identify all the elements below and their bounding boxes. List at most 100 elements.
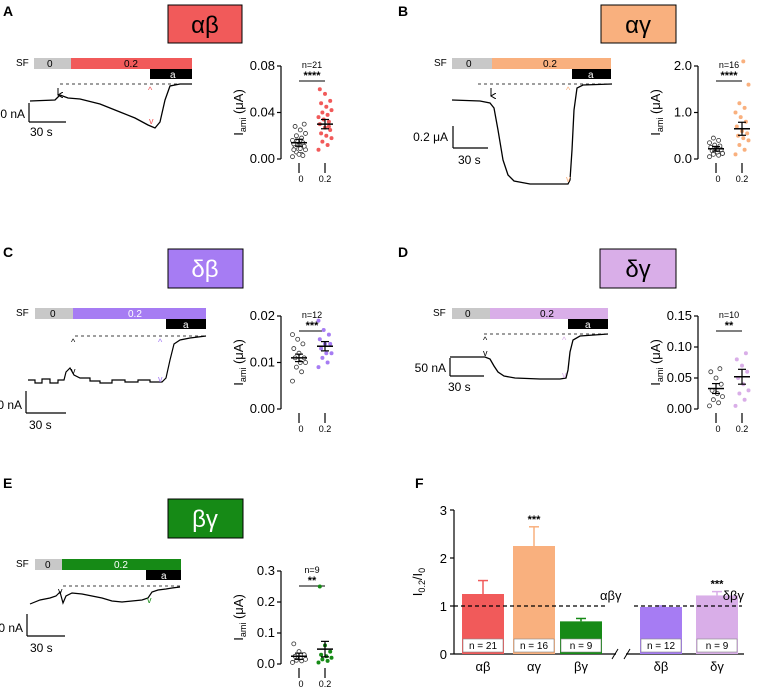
data-point <box>300 153 306 158</box>
bar-0 <box>452 308 490 319</box>
scale-y-label: 50 nA <box>415 361 446 375</box>
data-point <box>319 101 324 106</box>
bar-02 <box>73 308 206 319</box>
data-point <box>297 127 303 133</box>
data-point <box>299 369 305 375</box>
data-point <box>743 351 748 356</box>
data-point <box>738 115 743 120</box>
y-axis-label: Iami (μA) <box>648 89 665 136</box>
arrow-up: ^ <box>562 335 567 345</box>
y-tick-label: 0.10 <box>667 339 692 354</box>
data-point <box>737 391 742 396</box>
bar <box>513 546 555 654</box>
data-point <box>320 355 325 360</box>
bar-02 <box>71 58 192 69</box>
scale-y-label: 20 nA <box>0 107 25 121</box>
data-point <box>317 337 322 342</box>
data-point <box>733 110 738 115</box>
data-point <box>746 138 751 143</box>
x-tick-label: 0.2 <box>319 679 332 689</box>
n-label: n = 12 <box>647 641 676 652</box>
data-point <box>324 104 329 109</box>
data-point <box>737 143 742 148</box>
axis-break <box>623 648 631 660</box>
scale-x-label: 30 s <box>29 418 52 432</box>
y-tick-label: 0.01 <box>250 355 275 370</box>
arrow-down: v <box>149 116 154 126</box>
bar-a-label: a <box>170 70 176 81</box>
data-point <box>720 394 725 400</box>
data-point <box>734 124 739 129</box>
data-point <box>708 369 714 375</box>
bar-02-label: 0.2 <box>124 59 138 70</box>
data-point <box>717 366 723 372</box>
x-tick-label: 0 <box>298 174 303 184</box>
data-point <box>733 403 738 408</box>
arrow-marker: v <box>71 366 76 376</box>
n-label: n=9 <box>304 565 319 575</box>
panel-c: C δβ SF 0 0.2 a ^ v ^ v 10 nA 30 s 0.020… <box>0 244 334 434</box>
y-tick-label: 0.0 <box>674 151 692 166</box>
bar-a-label: a <box>585 320 591 331</box>
data-point <box>745 131 750 136</box>
y-tick-label: 0.00 <box>667 401 692 416</box>
bar-a-label: a <box>161 571 167 582</box>
data-point <box>291 147 297 153</box>
y-tick-label: 2 <box>440 551 447 566</box>
data-point <box>300 341 306 347</box>
data-point <box>321 327 326 332</box>
n-label: n = 16 <box>520 641 549 652</box>
data-point <box>290 154 295 160</box>
data-point <box>329 351 334 356</box>
data-point <box>329 108 334 113</box>
data-point <box>741 59 746 64</box>
bar-a <box>568 319 608 329</box>
significance-stars: ** <box>725 320 734 332</box>
scale-y-label: 10 nA <box>0 398 22 412</box>
bar-a-label: a <box>588 70 594 81</box>
sf-label: SF <box>433 308 446 319</box>
y-tick-label: 0.08 <box>250 58 275 73</box>
n-label: n = 21 <box>469 641 498 652</box>
bar-a <box>572 69 611 79</box>
bar-a <box>146 570 181 580</box>
data-point <box>742 105 747 110</box>
y-tick-label: 2.0 <box>674 58 692 73</box>
x-tick-label: 0 <box>715 174 720 184</box>
arrow-marker: v <box>58 586 63 596</box>
significance-stars: **** <box>303 70 321 82</box>
data-point <box>720 151 725 156</box>
sf-label: SF <box>16 559 29 570</box>
bar-0-label: 0 <box>45 560 51 571</box>
current-trace <box>29 586 181 605</box>
scale-x-label: 30 s <box>448 380 471 394</box>
arrow-down: v <box>566 174 571 184</box>
data-point <box>737 101 742 106</box>
axis-break <box>611 648 619 660</box>
y-axis-label: Iami (μA) <box>648 339 665 386</box>
data-point <box>707 403 712 409</box>
x-tick-label: 0 <box>298 424 303 434</box>
data-point <box>316 147 321 152</box>
arrow-up: ^ <box>148 85 153 95</box>
scatter-plot-b: 2.0 1.0 0.0 0 0.2 Iami (μA) n=16**** <box>648 58 751 184</box>
data-point <box>296 151 302 157</box>
data-point <box>707 154 712 160</box>
sf-label: SF <box>16 308 29 319</box>
n-label: n=12 <box>302 310 322 320</box>
data-point <box>328 98 333 103</box>
title-label: δγ <box>625 256 650 283</box>
data-point <box>316 365 321 370</box>
scatter-plot-e: 0.3 0.2 0.1 0.0 0 0.2 Iami (μA) n=9** <box>231 563 334 689</box>
title-box <box>167 4 243 44</box>
y-tick-label: 0 <box>440 647 447 662</box>
arrow-marker: v <box>483 348 488 358</box>
data-point <box>290 137 295 143</box>
x-tick-label: 0.2 <box>319 424 332 434</box>
panel-a: A αβ SF 0 0.2 a ^ v 20 nA 30 s 0.080.040… <box>0 3 334 184</box>
n-label: n = 9 <box>706 641 729 652</box>
bar-0-label: 0 <box>50 309 56 320</box>
title-box <box>600 4 677 44</box>
bar-0-label: 0 <box>465 309 471 320</box>
data-point <box>323 91 327 96</box>
